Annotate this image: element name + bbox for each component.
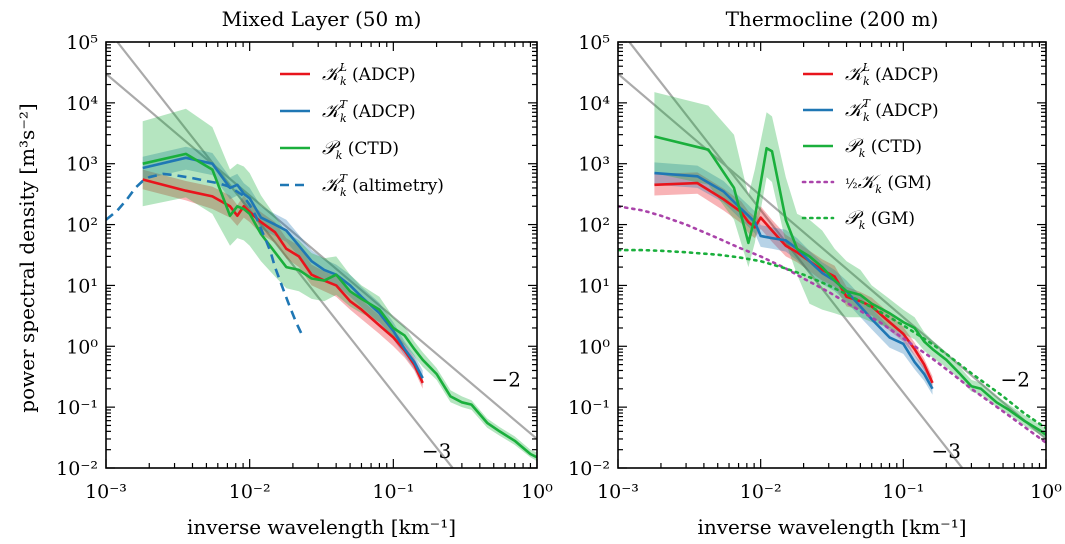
legend-label-2: 𝒫k (CTD) <box>322 137 399 162</box>
legend-label-3: ½𝒦k (GM) <box>845 171 932 196</box>
series-band-2 <box>654 92 1046 439</box>
x-tick-label: 10⁰ <box>521 481 553 503</box>
series-line-4 <box>618 248 1046 430</box>
legend-label-1: 𝒦T k (ADCP) <box>322 98 416 125</box>
y-tick-label: 10² <box>66 215 98 237</box>
slope-label-minus-2: −2 <box>492 367 521 391</box>
x-axis-title: inverse wavelength [km⁻¹] <box>697 515 966 539</box>
y-tick-label: 10⁻² <box>56 458 98 480</box>
y-tick-label: 10³ <box>66 154 98 176</box>
series-band-0 <box>142 169 423 389</box>
series-line-3 <box>618 205 1046 445</box>
reference-slope-line-1 <box>116 42 455 468</box>
panel-thermocline: 10⁻³ 10⁻² 10⁻¹ 10⁰10⁻²10⁻¹10⁰10¹10²10³10⁴10… <box>568 7 1062 539</box>
y-tick-label: 10⁵ <box>66 32 98 54</box>
y-tick-label: 10⁻² <box>568 458 610 480</box>
axes-frame <box>105 41 538 469</box>
legend-label-0: 𝒦L k (ADCP) <box>322 61 416 88</box>
y-tick-label: 10² <box>578 215 610 237</box>
axes-frame <box>617 41 1047 469</box>
panel-mixed-layer: 10⁻³ 10⁻² 10⁻¹ 10⁰10⁻²10⁻¹10⁰10¹10²10³10⁴10… <box>56 7 553 539</box>
legend-label-2: 𝒫k (CTD) <box>845 135 922 160</box>
reference-slope-line-1 <box>628 42 964 468</box>
x-tick-label: 10⁻³ <box>597 481 639 503</box>
y-tick-label: 10⁻¹ <box>568 397 610 419</box>
y-tick-label: 10⁰ <box>578 336 610 358</box>
x-tick-label: 10⁻¹ <box>882 481 924 503</box>
x-tick-label: 10⁰ <box>1030 481 1062 503</box>
y-tick-label: 10⁻¹ <box>56 397 98 419</box>
y-tick-label: 10⁴ <box>578 93 610 115</box>
series-line-3 <box>106 172 303 335</box>
panel-title: Mixed Layer (50 m) <box>222 7 422 31</box>
y-tick-label: 10¹ <box>578 275 610 297</box>
panel-title: Thermocline (200 m) <box>726 7 939 31</box>
series-band-2 <box>142 108 537 462</box>
x-tick-label: 10⁻³ <box>85 481 127 503</box>
slope-label-minus-2: −2 <box>1001 367 1030 391</box>
series-line-1 <box>142 156 424 379</box>
legend: 𝒦L k (ADCP) 𝒦T k (ADCP) 𝒫k (CTD) 𝒦T k (altimet… <box>280 61 444 199</box>
series-line-1 <box>654 171 934 390</box>
series-line-0 <box>142 178 424 384</box>
x-tick-label: 10⁻¹ <box>372 481 414 503</box>
reference-slope-line-0 <box>106 72 537 440</box>
y-tick-label: 10¹ <box>66 275 98 297</box>
series-line-2 <box>142 152 537 459</box>
y-tick-label: 10⁵ <box>578 32 610 54</box>
x-tick-label: 10⁻² <box>229 481 271 503</box>
slope-label-minus-3: −3 <box>932 439 961 463</box>
reference-slope-line-0 <box>618 72 1046 440</box>
y-tick-label: 10³ <box>578 154 610 176</box>
plot-area <box>106 42 537 468</box>
slope-label-minus-3: −3 <box>422 439 451 463</box>
plot-area <box>618 42 1046 468</box>
series-line-2 <box>654 135 1046 436</box>
y-tick-label: 10⁰ <box>66 336 98 358</box>
series-band-0 <box>654 172 933 389</box>
series-band-1 <box>654 162 933 395</box>
x-tick-label: 10⁻² <box>740 481 782 503</box>
legend-label-0: 𝒦L k (ADCP) <box>845 61 939 88</box>
y-tick-label: 10⁴ <box>66 93 98 115</box>
legend-label-1: 𝒦T k (ADCP) <box>845 97 939 124</box>
legend-label-4: 𝒫k (GM) <box>845 207 915 232</box>
legend: 𝒦L k (ADCP) 𝒦T k (ADCP) 𝒫k (CTD) ½𝒦k (GM) 𝒫k (… <box>801 61 939 232</box>
series-band-1 <box>142 146 423 386</box>
x-axis-title: inverse wavelength [km⁻¹] <box>187 515 456 539</box>
y-axis-title: power spectral density [m³s⁻²] <box>15 103 39 412</box>
legend-label-3: 𝒦T k (altimetry) <box>322 172 444 199</box>
